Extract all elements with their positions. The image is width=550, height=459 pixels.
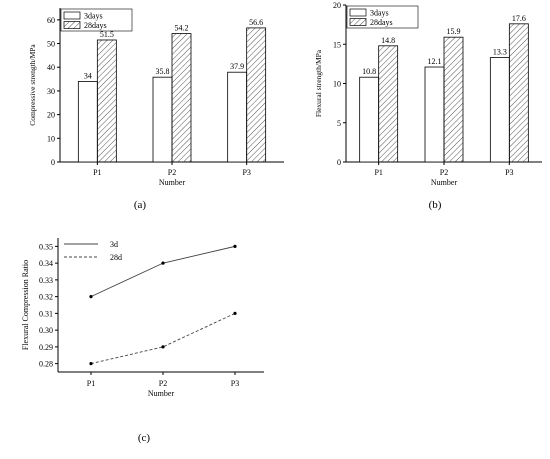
bar-3days-P2 [424, 66, 445, 163]
y-tick-label: 5 [337, 119, 341, 128]
data-label: 17.6 [512, 14, 526, 23]
y-tick-label: 60 [47, 16, 55, 25]
legend-label: 3days [370, 9, 389, 18]
x-tick-label: P3 [242, 168, 250, 177]
data-label: 37.9 [230, 62, 244, 71]
data-label: 13.3 [493, 48, 507, 57]
bar-28days-P3 [246, 27, 267, 163]
y-axis-label: Flexural strength/MPa [314, 49, 323, 117]
data-label: 54.2 [175, 24, 189, 33]
y-tick-label: 0.35 [39, 242, 53, 251]
bar-3days-P1 [77, 81, 98, 163]
y-tick-label: 10 [47, 134, 55, 143]
y-tick-label: 20 [333, 1, 341, 10]
bar-3days-P2 [152, 76, 173, 163]
y-axis-label: Compressive strength/MPa [28, 44, 37, 126]
y-tick-label: 40 [47, 63, 55, 72]
x-axis-label: Number [148, 389, 175, 398]
point-28d-P3 [233, 311, 237, 315]
panel-label-a: (a) [134, 199, 147, 211]
legend-swatch-28days [349, 18, 367, 26]
x-tick-label: P3 [231, 379, 239, 388]
data-label: 15.9 [447, 27, 461, 36]
x-tick-label: P2 [440, 168, 448, 177]
point-28d-P1 [89, 362, 93, 366]
x-tick-label: P1 [93, 168, 101, 177]
legend-label: 3d [110, 240, 118, 249]
legend-label: 3days [84, 12, 103, 21]
y-tick-label: 0.31 [39, 309, 53, 318]
panel-label-b: (b) [429, 199, 442, 211]
y-tick-label: 20 [47, 111, 55, 120]
bar-28days-P1 [96, 39, 117, 163]
data-label: 14.8 [381, 36, 395, 45]
x-axis-label: Number [159, 178, 186, 187]
y-tick-label: 30 [47, 87, 55, 96]
bar-3days-P3 [227, 71, 248, 163]
legend-label: 28days [84, 21, 107, 30]
point-28d-P2 [161, 345, 165, 349]
data-label: 56.6 [249, 18, 263, 27]
point-3d-P2 [161, 261, 165, 265]
legend-swatch-28days [63, 21, 81, 29]
data-label: 10.8 [362, 67, 376, 76]
chart-c: 0.28 0.29 0.30 0.31 0.32 0.33 0.34 0.35 P1 P2 P3 Nu… [21, 238, 264, 398]
y-tick-label: 0.32 [39, 293, 53, 302]
x-tick-label: P2 [168, 168, 176, 177]
y-tick-label: 0 [51, 158, 55, 167]
x-axis-label: Number [431, 178, 458, 187]
y-tick-label: 10 [333, 80, 341, 89]
data-label: 35.8 [156, 67, 170, 76]
bar-28days-P3 [508, 23, 529, 163]
y-tick-label: 15 [333, 40, 341, 49]
data-label: 12.1 [428, 57, 442, 66]
y-tick-label: 0.29 [39, 343, 53, 352]
y-tick-label: 0.30 [39, 326, 53, 335]
y-axis-label: Flexural Compression Ratio [21, 260, 30, 350]
data-label: 51.5 [100, 30, 114, 39]
legend-swatch-3days [349, 8, 367, 17]
x-tick-label: P1 [374, 168, 382, 177]
legend-label: 28d [110, 253, 122, 262]
bar-28days-P2 [443, 36, 464, 163]
legend-swatch-3days [63, 11, 81, 20]
bar-3days-P1 [359, 76, 380, 163]
bar-3days-P3 [489, 57, 510, 163]
y-tick-label: 50 [47, 40, 55, 49]
data-label: 34 [84, 71, 92, 80]
y-tick-label: 0.34 [39, 259, 53, 268]
y-tick-label: 0 [337, 158, 341, 167]
chart-b: 0 5 10 15 20 P1 10.8 14.8 P2 12.1 15.9 P3 13.3 17.6 Nu… [314, 1, 542, 187]
point-3d-P3 [233, 244, 237, 248]
series-line-28d [90, 312, 236, 365]
y-tick-label: 0.28 [39, 360, 53, 369]
point-3d-P1 [89, 295, 93, 299]
x-tick-label: P3 [505, 168, 513, 177]
legend-label: 28days [370, 18, 393, 27]
chart-a: 0 10 20 30 40 50 60 P1 34 51.5 P2 35.8 54.2 P3 37.9 56.… [28, 8, 284, 187]
x-tick-label: P2 [159, 379, 167, 388]
bar-28days-P1 [378, 45, 399, 163]
panel-label-c: (c) [138, 432, 151, 444]
bar-28days-P2 [171, 33, 192, 163]
y-tick-label: 0.33 [39, 276, 53, 285]
x-tick-label: P1 [87, 379, 95, 388]
